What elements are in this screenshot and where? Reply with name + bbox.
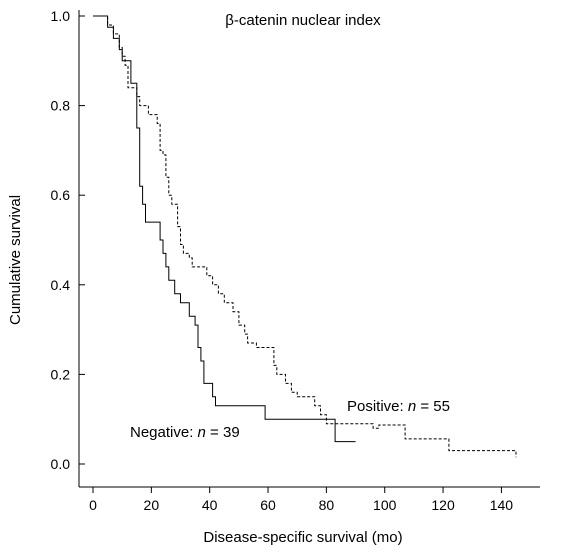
x-tick-label: 140 [490, 497, 514, 513]
x-tick-label: 40 [202, 497, 218, 513]
negative-annotation-count: = 39 [206, 424, 240, 441]
x-tick-label: 120 [431, 497, 455, 513]
x-axis-ticks: 0 20 40 60 80 100 120 140 [89, 487, 513, 513]
y-tick-label: 1.0 [51, 8, 71, 24]
negative-annotation-n: n [198, 424, 206, 441]
y-tick-label: 0.2 [51, 366, 71, 382]
negative-annotation-label: Negative: [130, 424, 198, 441]
series-negative-line [93, 15, 356, 443]
x-tick-label: 100 [373, 497, 397, 513]
x-tick-label: 0 [89, 497, 97, 513]
x-tick-label: 60 [260, 497, 276, 513]
positive-annotation-label: Positive: [347, 398, 408, 415]
negative-annotation: Negative: n = 39 [130, 424, 240, 441]
y-axis-ticks: 0.0 0.2 0.4 0.6 0.8 1.0 [51, 8, 85, 472]
y-tick-label: 0.8 [51, 98, 71, 114]
y-tick-label: 0.0 [51, 456, 71, 472]
x-axis-title: Disease-specific survival (mo) [203, 529, 402, 546]
x-tick-label: 80 [319, 497, 335, 513]
chart-title: β-catenin nuclear index [225, 12, 381, 29]
positive-annotation-n: n [408, 398, 416, 415]
positive-annotation-count: = 55 [416, 398, 450, 415]
x-tick-label: 20 [144, 497, 160, 513]
positive-annotation: Positive: n = 55 [347, 398, 450, 415]
y-axis-title: Cumulative survival [7, 195, 24, 325]
y-tick-label: 0.6 [51, 187, 71, 203]
y-tick-label: 0.4 [51, 277, 71, 293]
series-positive-line [93, 15, 517, 458]
